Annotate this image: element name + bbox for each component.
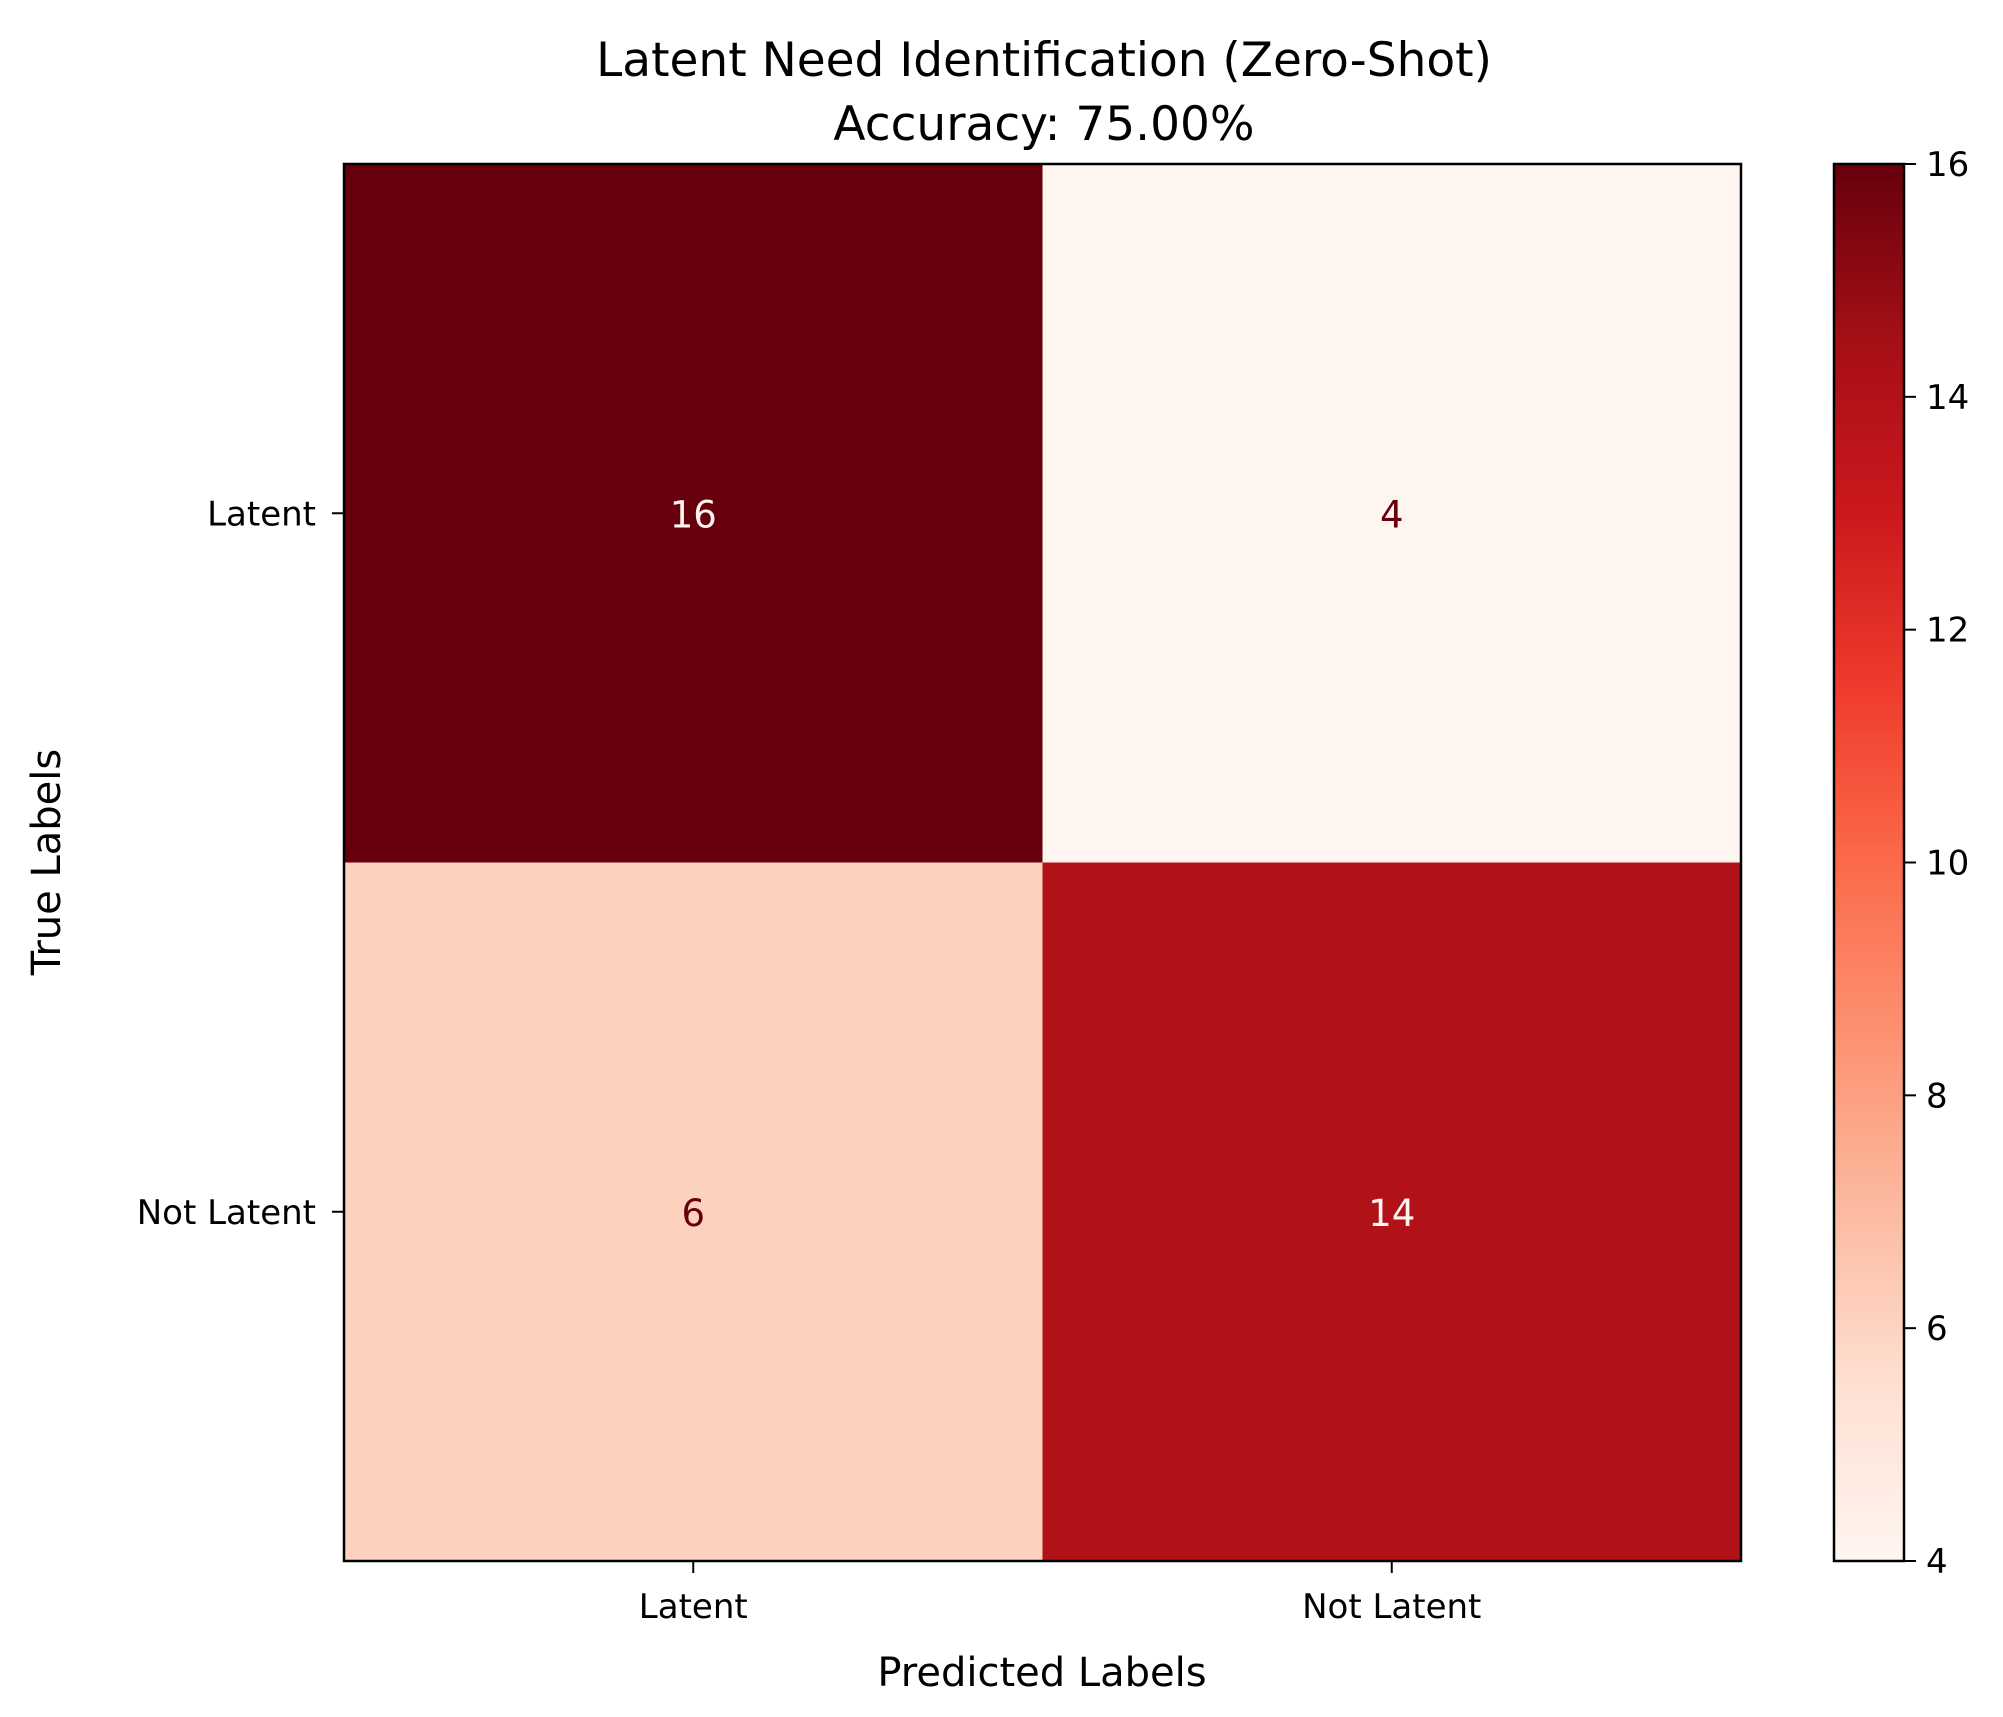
- colorbar-tick-label: 14: [1926, 378, 1969, 418]
- colorbar-tick-label: 12: [1926, 611, 1969, 651]
- cell-value-label: 4: [1380, 493, 1404, 536]
- heatmap-cells: 16 4 6 14: [344, 164, 1742, 1562]
- heatmap-cell: [344, 164, 1043, 863]
- colorbar-tick-label: 16: [1926, 145, 1969, 185]
- y-axis-label: True Labels: [24, 749, 70, 976]
- colorbar-tick-label: 6: [1926, 1309, 1948, 1349]
- x-tick-label: Latent: [639, 1587, 748, 1627]
- y-axis-ticks: Latent Not Latent: [137, 494, 344, 1233]
- y-tick-label: Not Latent: [137, 1193, 316, 1233]
- cell-value-label: 6: [681, 1192, 705, 1235]
- colorbar-tick-label: 8: [1926, 1076, 1948, 1116]
- colorbar: [1834, 164, 1904, 1561]
- chart-subtitle: Accuracy: 75.00%: [833, 97, 1254, 152]
- colorbar-ticks: 4 6 8 10 12 14 16: [1904, 145, 1969, 1582]
- x-axis-label: Predicted Labels: [877, 1650, 1206, 1696]
- heatmap-cell: [344, 862, 1043, 1562]
- colorbar-tick-label: 10: [1926, 844, 1969, 884]
- heatmap-cell: [1042, 164, 1742, 863]
- plot-frame: [342, 162, 1743, 1563]
- heatmap-cell: [1042, 862, 1742, 1562]
- cell-value-label: 16: [670, 493, 717, 536]
- chart-title: Latent Need Identification (Zero-Shot): [596, 33, 1492, 88]
- x-axis-ticks: Latent Not Latent: [639, 1561, 1481, 1627]
- x-tick-label: Not Latent: [1302, 1587, 1481, 1627]
- cell-value-label: 14: [1368, 1192, 1415, 1235]
- colorbar-tick-label: 4: [1926, 1542, 1948, 1582]
- y-tick-label: Latent: [207, 494, 316, 534]
